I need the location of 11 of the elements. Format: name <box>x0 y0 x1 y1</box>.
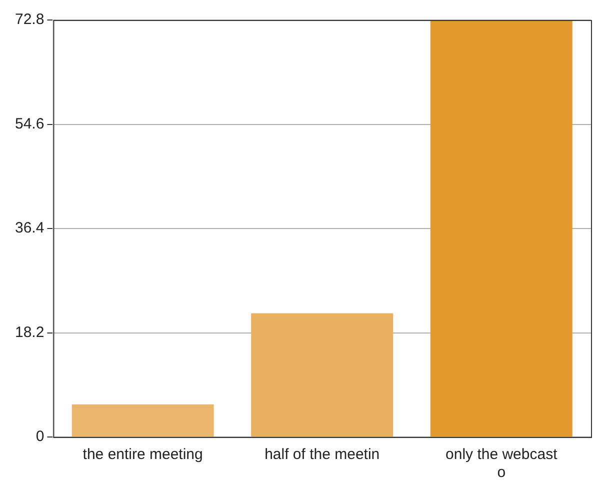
bar <box>430 20 572 436</box>
x-tick-label: only the webcast o <box>446 446 558 482</box>
x-tick-label: the entire meeting <box>82 446 203 464</box>
y-tick-label: 36.4 <box>14 220 44 237</box>
y-tick-label: 72.8 <box>14 11 44 28</box>
y-tick-label: 0 <box>36 428 44 446</box>
y-tick-label: 54.6 <box>14 115 44 132</box>
x-tick-label: half of the meetin <box>264 446 380 464</box>
bar <box>251 313 394 436</box>
bar <box>72 404 214 436</box>
y-tick-label: 18.2 <box>14 324 44 341</box>
